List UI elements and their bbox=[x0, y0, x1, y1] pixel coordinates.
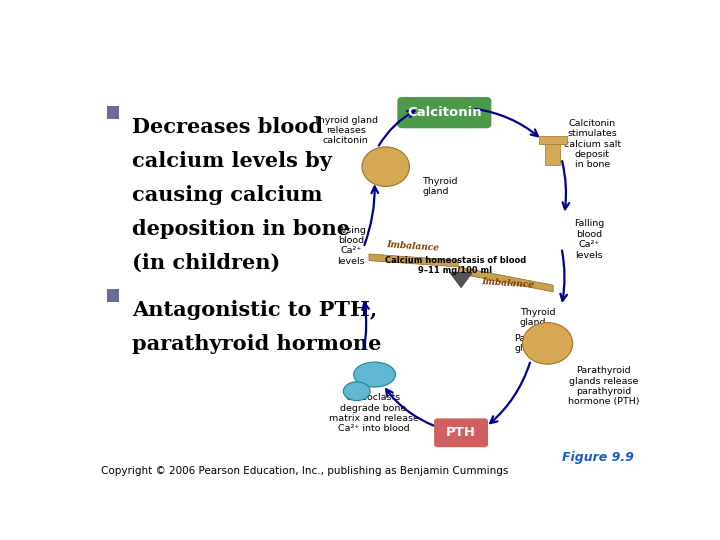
Text: Copyright © 2006 Pearson Education, Inc., publishing as Benjamin Cummings: Copyright © 2006 Pearson Education, Inc.… bbox=[101, 465, 508, 476]
Text: (in children): (in children) bbox=[132, 253, 280, 273]
Text: Figure 9.9: Figure 9.9 bbox=[562, 451, 634, 464]
Text: Falling
blood
Ca²⁺
levels: Falling blood Ca²⁺ levels bbox=[575, 219, 605, 260]
Text: PTH: PTH bbox=[446, 426, 476, 439]
Polygon shape bbox=[459, 267, 553, 292]
Text: Parathyroid
glands: Parathyroid glands bbox=[514, 334, 569, 353]
Text: Calcium homeostasis of blood
9–11 mg/100 ml: Calcium homeostasis of blood 9–11 mg/100… bbox=[385, 255, 526, 275]
Text: parathyroid hormone: parathyroid hormone bbox=[132, 334, 381, 354]
Text: deposition in bone: deposition in bone bbox=[132, 219, 350, 239]
Bar bbox=[107, 288, 119, 302]
Ellipse shape bbox=[523, 322, 572, 364]
Text: Parathyroid
glands release
parathyroid
hormone (PTH): Parathyroid glands release parathyroid h… bbox=[567, 366, 639, 407]
FancyBboxPatch shape bbox=[398, 98, 490, 127]
Polygon shape bbox=[369, 254, 459, 267]
Text: Decreases blood: Decreases blood bbox=[132, 117, 323, 137]
Ellipse shape bbox=[362, 147, 410, 186]
Text: Thyroid
gland: Thyroid gland bbox=[422, 177, 457, 197]
Polygon shape bbox=[450, 273, 472, 288]
Text: Calcitonin: Calcitonin bbox=[407, 106, 482, 119]
FancyBboxPatch shape bbox=[435, 419, 487, 447]
Text: Thyroid gland
releases
calcitonin: Thyroid gland releases calcitonin bbox=[313, 116, 378, 145]
Ellipse shape bbox=[343, 382, 370, 401]
Text: Rising
blood
Ca²⁺
levels: Rising blood Ca²⁺ levels bbox=[337, 226, 366, 266]
Text: calcium levels by: calcium levels by bbox=[132, 151, 332, 171]
Text: causing calcium: causing calcium bbox=[132, 185, 323, 205]
Text: Thyroid
gland: Thyroid gland bbox=[520, 308, 555, 327]
Text: Imbalance: Imbalance bbox=[386, 240, 439, 253]
Bar bbox=[545, 138, 560, 165]
Ellipse shape bbox=[354, 362, 395, 387]
Bar bbox=[539, 136, 567, 144]
Text: Imbalance: Imbalance bbox=[481, 277, 534, 289]
Text: Osteoclasts
degrade bone
matrix and release
Ca²⁺ into blood: Osteoclasts degrade bone matrix and rele… bbox=[328, 393, 418, 434]
Text: Antagonistic to PTH,: Antagonistic to PTH, bbox=[132, 300, 377, 320]
Text: Calcitonin
stimulates
calcium salt
deposit
in bone: Calcitonin stimulates calcium salt depos… bbox=[564, 119, 621, 170]
Bar bbox=[107, 105, 119, 119]
